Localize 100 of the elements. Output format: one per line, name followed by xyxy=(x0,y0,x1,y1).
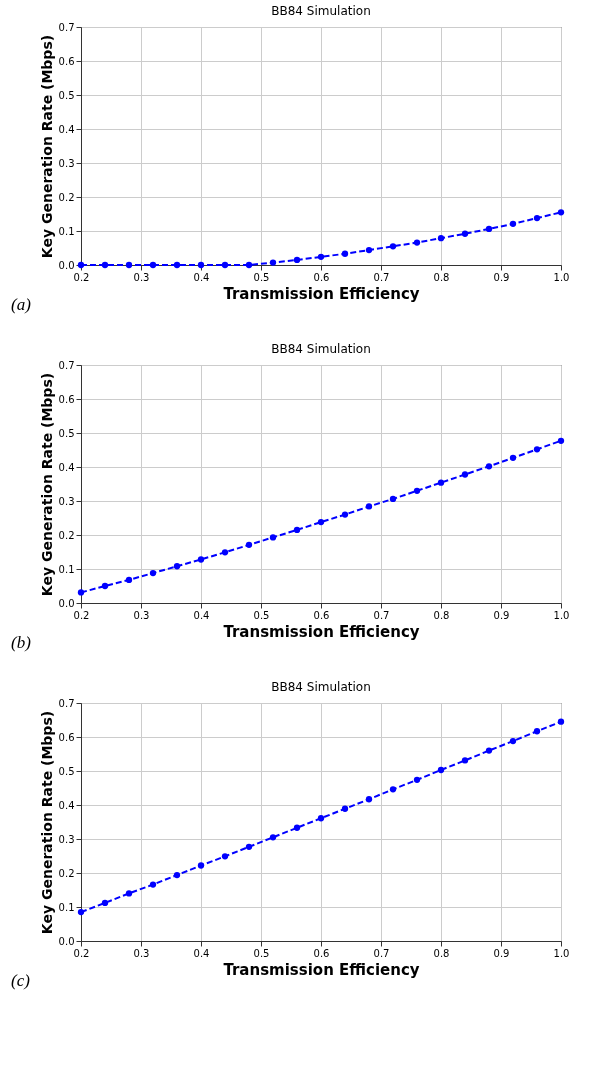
point xyxy=(557,437,565,444)
y-tick-label: 0.3 xyxy=(58,833,75,845)
x-tick-label: 1.0 xyxy=(553,609,570,621)
point xyxy=(77,589,85,596)
y-tick-label: 0.5 xyxy=(58,765,75,777)
point xyxy=(173,261,181,269)
point xyxy=(413,239,421,246)
point xyxy=(77,908,85,916)
point xyxy=(341,511,349,518)
y-tick-label: 0.2 xyxy=(58,191,75,203)
point xyxy=(557,718,565,725)
point xyxy=(485,225,493,233)
point xyxy=(485,463,493,470)
x-tick-label: 0.8 xyxy=(433,271,450,283)
text: (c) xyxy=(11,971,31,990)
point xyxy=(269,834,277,841)
point xyxy=(557,209,565,216)
x-tick-label: 0.4 xyxy=(193,609,210,621)
point xyxy=(461,757,469,764)
x-tick-label: 0.7 xyxy=(373,947,390,959)
point xyxy=(173,563,181,570)
x-tick-label: 1.0 xyxy=(553,271,570,283)
y-tick-label: 0.1 xyxy=(58,901,75,913)
y-axis-title: Key Generation Rate (Mbps) xyxy=(38,34,55,259)
text: (b) xyxy=(11,633,32,652)
x-tick-label: 0.2 xyxy=(73,271,90,283)
point xyxy=(413,487,421,494)
y-tick-label: 0.3 xyxy=(58,157,75,169)
x-axis-title: Transmission Efficiency xyxy=(223,622,420,641)
x-tick-label: 0.4 xyxy=(193,947,210,959)
point xyxy=(533,728,541,735)
y-tick-label: 0.6 xyxy=(58,55,75,67)
point xyxy=(365,246,373,254)
y-tick-label: 0.3 xyxy=(58,495,75,507)
point xyxy=(269,259,277,266)
point xyxy=(437,479,445,486)
point xyxy=(341,250,349,257)
x-tick-label: 0.6 xyxy=(313,609,330,621)
x-tick-label: 0.6 xyxy=(313,947,330,959)
point xyxy=(389,243,397,250)
x-tick-label: 0.9 xyxy=(493,947,510,959)
y-tick-label: 0.0 xyxy=(58,597,75,609)
point xyxy=(197,862,205,869)
point xyxy=(461,471,469,478)
y-tick-label: 0.1 xyxy=(58,225,75,237)
x-tick-label: 0.5 xyxy=(253,609,270,621)
point xyxy=(437,766,445,774)
point xyxy=(365,503,373,510)
x-tick-label: 0.7 xyxy=(373,271,390,283)
point xyxy=(197,556,205,563)
point xyxy=(125,261,133,269)
chart-title: BB84 Simulation xyxy=(271,4,371,18)
x-axis-title: Transmission Efficiency xyxy=(223,960,420,979)
point xyxy=(101,261,109,269)
point xyxy=(389,495,397,503)
x-tick-label: 0.8 xyxy=(433,947,450,959)
x-tick-label: 0.6 xyxy=(313,271,330,283)
x-tick-label: 0.8 xyxy=(433,609,450,621)
x-tick-label: 0.9 xyxy=(493,609,510,621)
y-tick-label: 0.4 xyxy=(58,799,75,811)
y-axis-title: Key Generation Rate (Mbps) xyxy=(38,710,55,935)
point xyxy=(293,526,301,534)
x-tick-label: 0.2 xyxy=(73,609,90,621)
x-axis-title: Transmission Efficiency xyxy=(223,284,420,303)
y-tick-label: 0.6 xyxy=(58,393,75,405)
point xyxy=(509,220,517,228)
point xyxy=(317,815,325,822)
point xyxy=(389,786,397,793)
y-tick-label: 0.1 xyxy=(58,563,75,575)
chart-title: BB84 Simulation xyxy=(271,680,371,694)
y-tick-label: 0.7 xyxy=(58,697,75,709)
x-tick-label: 0.3 xyxy=(133,609,150,621)
y-tick-label: 0.5 xyxy=(58,89,75,101)
y-tick-label: 0.7 xyxy=(58,359,75,371)
y-tick-label: 0.0 xyxy=(58,259,75,271)
point xyxy=(197,261,205,269)
point xyxy=(413,776,421,783)
y-axis-title: Key Generation Rate (Mbps) xyxy=(38,372,55,597)
y-tick-label: 0.6 xyxy=(58,731,75,743)
point xyxy=(509,454,517,461)
point xyxy=(173,871,181,879)
x-tick-label: 0.3 xyxy=(133,271,150,283)
x-tick-label: 1.0 xyxy=(553,947,570,959)
point xyxy=(221,549,229,556)
chart-title: BB84 Simulation xyxy=(271,342,371,356)
y-tick-label: 0.0 xyxy=(58,935,75,947)
x-tick-label: 0.2 xyxy=(73,947,90,959)
point xyxy=(149,881,157,888)
x-tick-label: 0.5 xyxy=(253,947,270,959)
point xyxy=(245,843,253,850)
x-tick-label: 0.3 xyxy=(133,947,150,959)
point xyxy=(221,261,229,269)
point xyxy=(269,534,277,541)
y-tick-label: 0.5 xyxy=(58,427,75,439)
x-tick-label: 0.9 xyxy=(493,271,510,283)
y-tick-label: 0.7 xyxy=(58,21,75,33)
y-tick-label: 0.4 xyxy=(58,461,75,473)
y-tick-label: 0.2 xyxy=(58,529,75,541)
y-tick-label: 0.4 xyxy=(58,123,75,135)
point xyxy=(293,256,301,264)
